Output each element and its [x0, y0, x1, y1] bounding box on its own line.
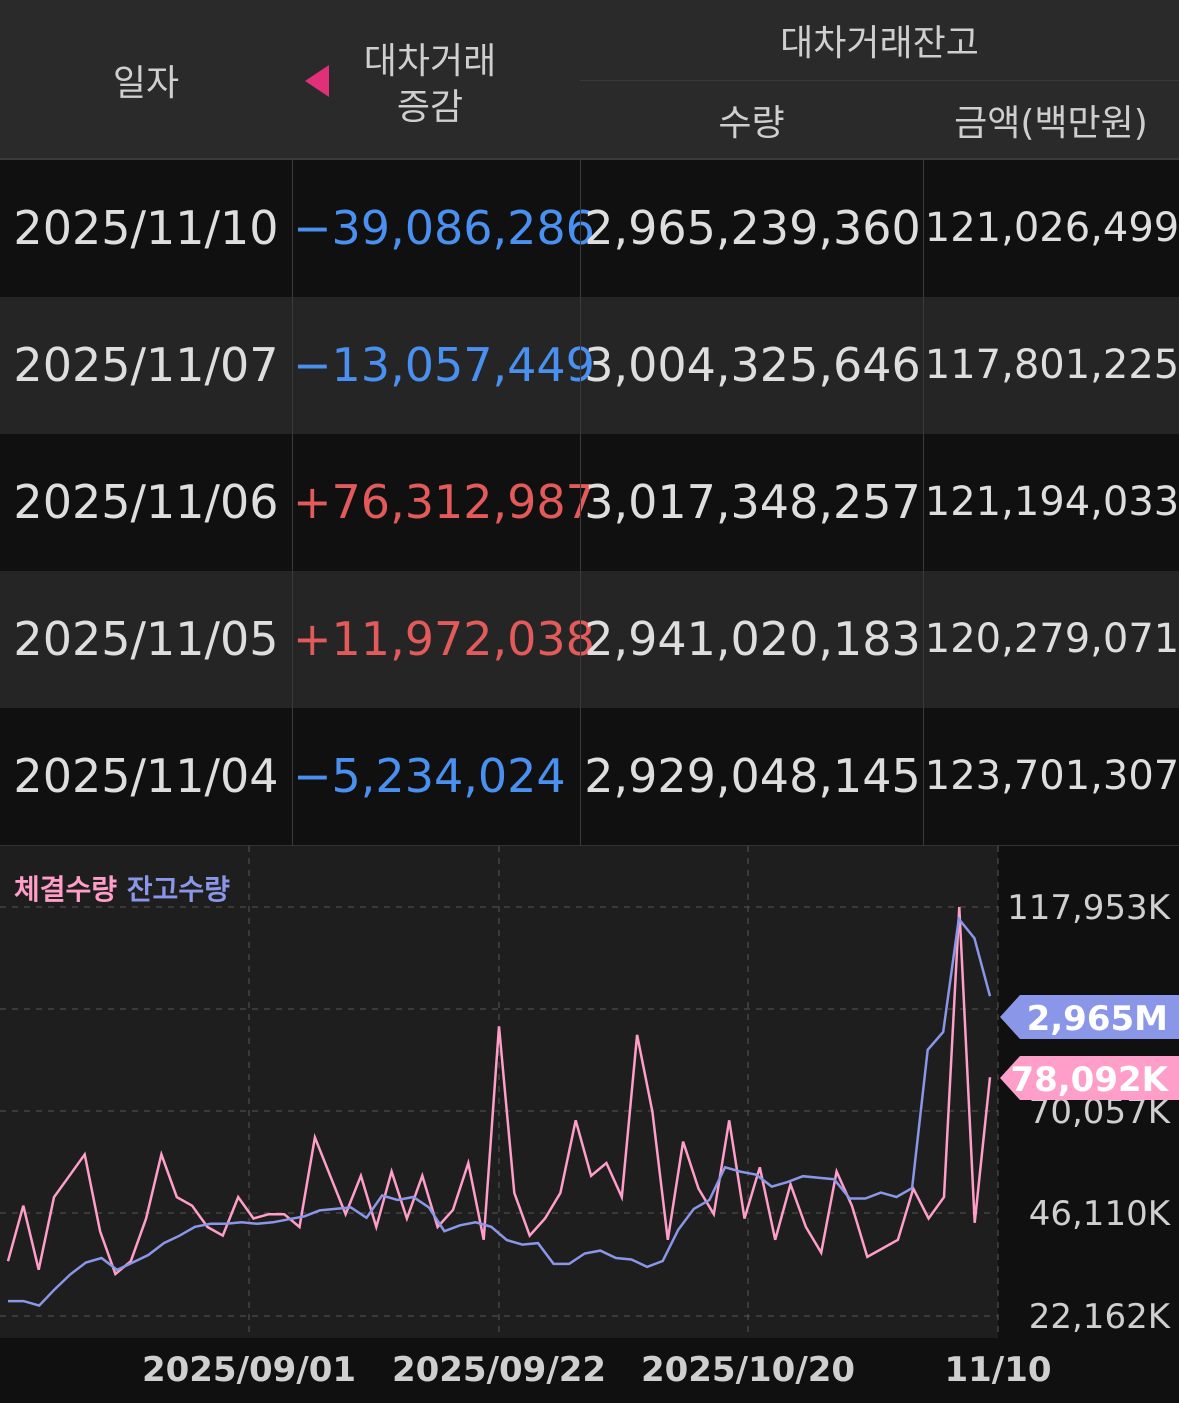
balance-group-header: 대차거래잔고	[780, 23, 979, 64]
table-header: 일자 대차거래 증감 대차거래잔고 수량 금액(백만원)	[0, 0, 1179, 160]
row-date: 2025/11/04	[13, 749, 279, 803]
row-change: +11,972,038	[292, 571, 595, 708]
table-row[interactable]: 2025/11/07 −13,057,449 3,004,325,646 117…	[0, 297, 1179, 435]
row-qty: 2,941,020,183	[580, 571, 924, 708]
balance-qty-line	[8, 915, 992, 1308]
row-date: 2025/11/06	[13, 475, 279, 529]
x-tick-label: 2025/09/01	[142, 1350, 356, 1390]
row-date: 2025/11/07	[13, 338, 279, 392]
svg-text:2,965M: 2,965M	[1027, 999, 1168, 1039]
amount-column-header[interactable]: 금액(백만원)	[954, 103, 1148, 144]
x-tick-label: 2025/10/20	[641, 1350, 855, 1390]
row-qty: 2,929,048,145	[580, 708, 924, 845]
row-date: 2025/11/10	[13, 201, 279, 255]
balance-qty-last-tag: 2,965M	[1000, 995, 1179, 1039]
svg-text:78,092K: 78,092K	[1010, 1060, 1169, 1100]
change-column-header-line2[interactable]: 증감	[396, 87, 464, 128]
table-row[interactable]: 2025/11/05 +11,972,038 2,941,020,183 120…	[0, 571, 1179, 709]
row-amount: 123,701,307	[923, 708, 1179, 845]
change-column-header-line1[interactable]: 대차거래	[363, 41, 497, 82]
row-amount: 121,026,499	[923, 160, 1179, 297]
trade-volume-last-tag: 78,092K	[1000, 1056, 1179, 1100]
row-change: +76,312,987	[292, 434, 595, 571]
table-row[interactable]: 2025/11/06 +76,312,987 3,017,348,257 121…	[0, 434, 1179, 572]
header-divider	[580, 80, 1179, 81]
date-column-header[interactable]: 일자	[112, 63, 180, 104]
sort-indicator-icon[interactable]	[305, 65, 329, 97]
row-amount: 120,279,071	[923, 571, 1179, 708]
row-qty: 3,017,348,257	[580, 434, 924, 571]
y-tick-label: 46,110K	[1029, 1194, 1172, 1234]
row-change: −5,234,024	[292, 708, 580, 845]
row-qty: 2,965,239,360	[580, 160, 924, 297]
row-qty: 3,004,325,646	[580, 297, 924, 434]
row-amount: 117,801,225	[923, 297, 1179, 434]
table-row[interactable]: 2025/11/10 −39,086,286 2,965,239,360 121…	[0, 160, 1179, 298]
trade-volume-line	[6, 906, 992, 1277]
table-row[interactable]: 2025/11/04 −5,234,024 2,929,048,145 123,…	[0, 708, 1179, 846]
lending-chart[interactable]: 체결수량 잔고수량 117,953K 70,057K 46,110K 22,162K 2…	[0, 846, 1179, 1403]
legend-trade-volume: 체결수량	[14, 873, 118, 906]
qty-column-header[interactable]: 수량	[718, 103, 785, 144]
chart-legend: 체결수량 잔고수량	[14, 868, 230, 908]
row-change: −13,057,449	[292, 297, 595, 434]
row-amount: 121,194,033	[923, 434, 1179, 571]
row-date: 2025/11/05	[13, 612, 279, 666]
x-tick-label: 11/10	[944, 1350, 1051, 1390]
y-tick-label: 117,953K	[1007, 888, 1172, 928]
y-tick-label: 22,162K	[1029, 1297, 1172, 1337]
x-tick-label: 2025/09/22	[392, 1350, 606, 1390]
legend-balance-qty: 잔고수량	[126, 873, 230, 906]
row-change: −39,086,286	[292, 160, 595, 297]
